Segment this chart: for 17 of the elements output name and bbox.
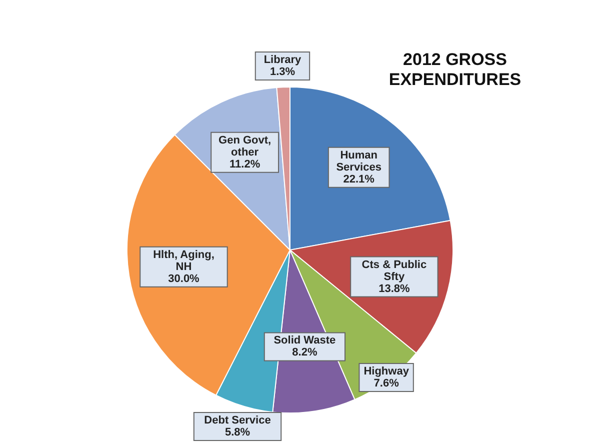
data-label: 11.2%	[230, 158, 260, 170]
slice-label: Library	[264, 54, 302, 66]
data-label: 30.0%	[168, 272, 200, 285]
slice-label: Hlth, Aging, NH	[153, 248, 214, 273]
slice-label: Gen Govt, other	[218, 134, 272, 158]
data-label: 22.1%	[343, 173, 375, 186]
data-label: 13.8%	[378, 282, 410, 295]
data-label: 7.6%	[374, 377, 400, 390]
slice-label: Cts & Public Sfty	[362, 258, 427, 283]
chart-title: 2012 GROSS EXPENDITURES	[388, 50, 522, 89]
data-label: 5.8%	[224, 426, 250, 439]
data-label: 1.3%	[270, 66, 296, 78]
data-label: 8.2%	[292, 346, 318, 359]
slice-label: Debt Service	[204, 414, 271, 427]
slice-label: Human Services	[336, 149, 382, 174]
slice-label: Solid Waste	[274, 334, 336, 347]
slice-label: Highway	[364, 365, 410, 378]
